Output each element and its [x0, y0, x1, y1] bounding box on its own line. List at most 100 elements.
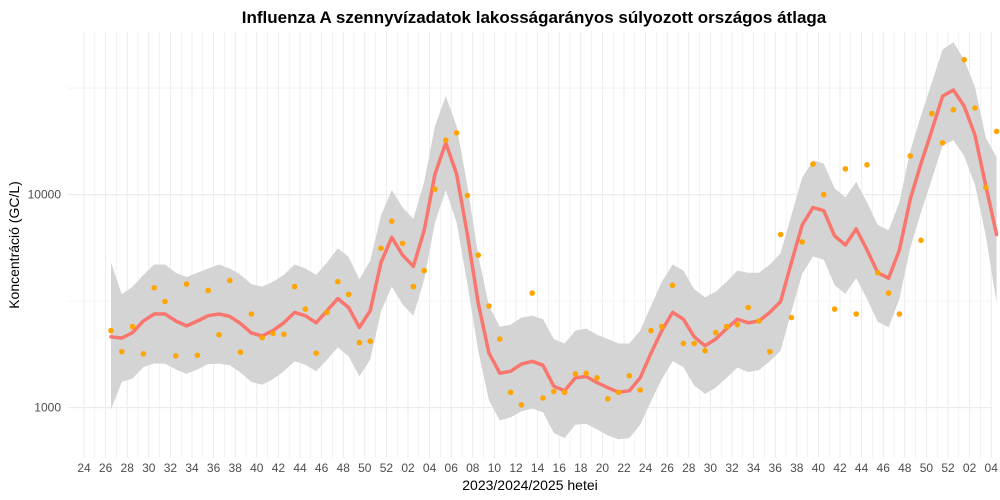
data-point	[993, 128, 1000, 135]
x-tick-label: 28	[682, 461, 696, 475]
data-point	[615, 389, 622, 396]
data-point	[421, 267, 428, 274]
data-point	[918, 237, 924, 244]
y-tick-label: 1000	[34, 401, 61, 415]
x-tick-label: 42	[272, 461, 286, 475]
data-point	[108, 327, 114, 334]
data-point	[713, 329, 719, 336]
x-tick-label: 10	[488, 461, 502, 475]
data-point	[453, 130, 460, 136]
data-point	[680, 340, 687, 347]
data-point	[129, 323, 136, 330]
data-point	[551, 388, 557, 395]
data-point	[345, 291, 352, 298]
data-point	[313, 350, 320, 357]
data-point	[605, 396, 611, 402]
data-point	[324, 309, 330, 316]
smooth-trend-line	[109, 88, 999, 395]
data-point	[745, 304, 751, 311]
data-point	[259, 334, 266, 341]
y-tick-labels: 1000 10000	[28, 188, 62, 415]
data-point	[734, 321, 741, 328]
data-point	[183, 281, 190, 287]
x-tick-label: 38	[229, 461, 243, 475]
y-axis-title: Koncentráció (GC/L)	[6, 181, 22, 309]
smooth-line-group	[109, 88, 999, 395]
x-tick-label: 40	[250, 461, 264, 475]
x-tick-labels: 24 26 28 30 32 34 36 38 40 42 44 46 48 50 52 02 04 06 08 10…	[77, 461, 999, 475]
data-point	[831, 306, 838, 312]
data-point	[248, 311, 255, 317]
data-point	[151, 285, 157, 291]
data-point	[799, 239, 805, 245]
x-tick-label: 02	[963, 461, 977, 475]
data-point	[950, 107, 957, 113]
confidence-ribbon	[111, 42, 997, 440]
data-point	[291, 283, 298, 290]
y-tick-label: 10000	[28, 188, 62, 202]
data-point	[583, 370, 589, 377]
x-tick-label: 24	[77, 461, 91, 475]
data-point	[281, 331, 287, 338]
data-point	[821, 191, 827, 198]
data-point	[723, 323, 730, 330]
x-tick-label: 44	[855, 461, 869, 475]
data-point	[810, 161, 816, 167]
x-tick-label: 04	[423, 461, 437, 475]
x-tick-label: 44	[293, 461, 307, 475]
data-point	[540, 395, 546, 401]
data-point	[853, 311, 859, 317]
chart-title: Influenza A szennyvízadatok lakosságarán…	[242, 8, 827, 27]
data-point	[637, 387, 643, 393]
data-point	[907, 153, 913, 159]
x-tick-label: 30	[142, 461, 156, 475]
data-point	[378, 245, 384, 251]
data-point	[648, 327, 654, 334]
data-point	[410, 283, 417, 290]
x-tick-label: 14	[531, 461, 545, 475]
data-point	[356, 339, 363, 346]
x-tick-label: 34	[747, 461, 761, 475]
x-tick-label: 06	[445, 461, 459, 475]
data-point	[896, 311, 903, 317]
x-tick-label: 50	[358, 461, 372, 475]
data-point	[939, 140, 946, 146]
x-tick-label: 40	[812, 461, 826, 475]
data-point	[864, 162, 870, 168]
data-point	[767, 348, 773, 355]
x-tick-label: 48	[898, 461, 912, 475]
x-tick-label: 30	[704, 461, 718, 475]
data-point	[464, 192, 471, 199]
x-tick-label: 52	[380, 461, 394, 475]
data-point	[756, 318, 762, 324]
data-point	[173, 353, 179, 359]
data-point	[497, 336, 503, 342]
data-point	[237, 349, 244, 356]
x-tick-label: 02	[401, 461, 415, 475]
data-points-group	[108, 56, 1000, 408]
data-point	[777, 231, 784, 238]
x-tick-label: 18	[574, 461, 588, 475]
data-point	[162, 298, 168, 305]
data-point	[475, 252, 482, 258]
data-point	[961, 56, 967, 63]
data-point	[885, 290, 892, 296]
x-tick-label: 24	[639, 461, 653, 475]
x-tick-label: 34	[185, 461, 199, 475]
data-point	[983, 184, 989, 191]
data-point	[929, 110, 935, 117]
data-point	[194, 352, 201, 359]
x-tick-label: 04	[985, 461, 999, 475]
x-tick-label: 46	[877, 461, 891, 475]
x-tick-label: 26	[99, 461, 113, 475]
x-tick-label: 16	[553, 461, 567, 475]
data-point	[702, 347, 708, 354]
x-tick-label: 28	[121, 461, 135, 475]
data-point	[788, 314, 795, 321]
x-tick-label: 38	[790, 461, 804, 475]
x-tick-label: 22	[617, 461, 631, 475]
x-tick-label: 26	[661, 461, 675, 475]
data-point	[486, 303, 492, 309]
x-tick-label: 20	[596, 461, 610, 475]
